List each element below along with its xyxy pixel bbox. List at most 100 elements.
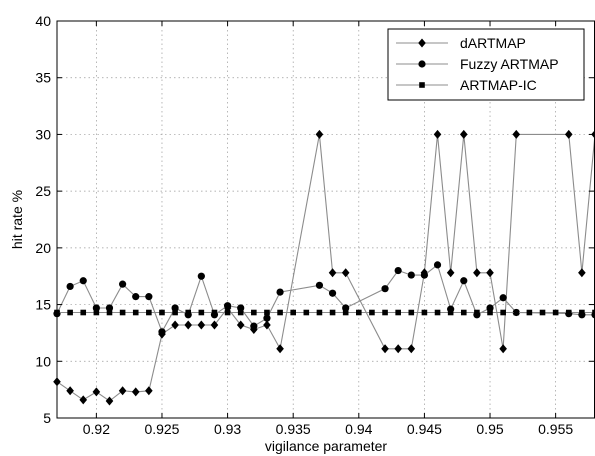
data-point-artmap-ic <box>342 309 349 316</box>
legend-label-fuzzy-artmap: Fuzzy ARTMAP <box>460 56 559 72</box>
data-point-artmap-ic <box>211 309 218 316</box>
x-tick-label: 0.935 <box>276 421 311 437</box>
data-point-dartmap <box>171 320 179 330</box>
data-point-fuzzy-artmap <box>394 266 402 275</box>
data-point-dartmap <box>328 268 337 278</box>
data-point-artmap-ic <box>487 309 493 316</box>
data-point-artmap-ic <box>329 309 336 316</box>
data-point-fuzzy-artmap <box>223 302 232 310</box>
legend: dARTMAP Fuzzy ARTMAP ARTMAP-IC <box>387 28 585 101</box>
data-point-artmap-ic <box>224 309 231 316</box>
data-point-artmap-ic <box>421 309 428 316</box>
data-point-dartmap <box>473 268 481 278</box>
data-point-dartmap <box>263 320 271 330</box>
data-point-artmap-ic <box>408 309 415 316</box>
data-point-artmap-ic <box>237 309 244 316</box>
data-point-artmap-ic <box>185 309 192 316</box>
data-point-artmap-ic <box>434 309 441 316</box>
data-point-artmap-ic <box>159 309 165 316</box>
legend-entry-artmap-ic: ARTMAP-IC <box>396 77 537 93</box>
data-point-artmap-ic <box>382 309 388 316</box>
data-point-dartmap <box>105 396 114 406</box>
data-point-artmap-ic <box>565 309 572 316</box>
data-point-fuzzy-artmap <box>420 271 429 279</box>
legend-marker-dartmap <box>418 38 426 48</box>
data-point-fuzzy-artmap <box>119 280 127 288</box>
x-tick-label: 0.94 <box>345 421 372 437</box>
data-point-artmap-ic <box>539 309 546 316</box>
legend-entry-fuzzy-artmap: Fuzzy ARTMAP <box>396 56 559 72</box>
data-point-artmap-ic <box>447 309 454 316</box>
data-point-artmap-ic <box>395 309 401 316</box>
data-point-artmap-ic <box>579 309 585 316</box>
data-point-dartmap <box>276 344 284 354</box>
data-point-fuzzy-artmap <box>145 293 153 301</box>
y-tick-label: 15 <box>35 297 51 313</box>
data-point-artmap-ic <box>106 309 113 316</box>
data-point-dartmap <box>79 395 88 405</box>
data-point-fuzzy-artmap <box>460 277 468 285</box>
data-point-artmap-ic <box>526 309 533 316</box>
data-point-dartmap <box>564 129 573 139</box>
y-tick-label: 5 <box>43 410 51 426</box>
x-tick-label: 0.92 <box>83 421 110 437</box>
data-point-artmap-ic <box>460 309 467 316</box>
data-point-dartmap <box>578 268 586 278</box>
data-point-artmap-ic <box>251 309 257 316</box>
data-point-dartmap <box>446 268 455 278</box>
y-tick-label: 30 <box>35 126 51 142</box>
series-artmap-ic <box>54 309 595 316</box>
data-point-artmap-ic <box>93 309 100 316</box>
data-point-fuzzy-artmap <box>499 294 507 302</box>
data-point-fuzzy-artmap <box>79 277 87 285</box>
legend-entry-dartmap: dARTMAP <box>396 35 526 51</box>
data-point-dartmap <box>394 344 402 354</box>
legend-marker-artmap-ic <box>419 82 425 88</box>
grid <box>57 21 595 418</box>
y-tick-label: 25 <box>35 183 51 199</box>
data-point-fuzzy-artmap <box>328 289 337 297</box>
data-point-dartmap <box>118 386 127 396</box>
data-point-artmap-ic <box>67 309 73 316</box>
data-point-dartmap <box>145 386 153 396</box>
data-point-fuzzy-artmap <box>197 272 205 280</box>
legend-marker-fuzzy-artmap <box>418 60 426 68</box>
data-point-artmap-ic <box>119 309 126 316</box>
data-point-dartmap <box>407 344 416 354</box>
data-point-fuzzy-artmap <box>276 288 284 296</box>
axis-ticks: 0.92 0.925 0.93 0.935 0.94 0.945 0.95 0.955 5 10 1… <box>35 13 594 437</box>
data-point-fuzzy-artmap <box>66 282 74 291</box>
data-point-dartmap <box>499 344 507 354</box>
data-point-dartmap <box>92 387 101 397</box>
x-tick-label: 0.925 <box>144 421 179 437</box>
data-point-dartmap <box>433 129 442 139</box>
data-point-dartmap <box>210 320 219 330</box>
data-point-artmap-ic <box>277 309 283 316</box>
data-point-dartmap <box>315 129 324 139</box>
data-point-dartmap <box>486 268 494 278</box>
data-point-artmap-ic <box>500 309 506 316</box>
legend-label-dartmap: dARTMAP <box>460 35 526 51</box>
y-tick-label: 20 <box>35 240 51 256</box>
data-point-artmap-ic <box>369 309 375 316</box>
x-axis-label: vigilance parameter <box>265 438 388 454</box>
data-point-dartmap <box>66 386 74 396</box>
data-point-fuzzy-artmap <box>407 271 415 279</box>
x-tick-label: 0.93 <box>214 421 241 437</box>
data-point-artmap-ic <box>592 309 595 316</box>
series-lines <box>53 129 595 406</box>
data-point-dartmap <box>341 268 350 278</box>
data-point-artmap-ic <box>80 309 87 316</box>
data-point-dartmap <box>512 129 521 139</box>
y-axis-label: hit rate % <box>9 190 25 249</box>
data-point-artmap-ic <box>264 309 270 316</box>
legend-label-artmap-ic: ARTMAP-IC <box>460 77 537 93</box>
data-point-dartmap <box>131 387 140 397</box>
data-point-dartmap <box>197 320 206 330</box>
x-tick-label: 0.955 <box>538 421 573 437</box>
data-point-fuzzy-artmap <box>132 293 140 301</box>
data-point-dartmap <box>236 320 245 330</box>
data-point-artmap-ic <box>172 309 178 316</box>
data-point-dartmap <box>459 129 468 139</box>
data-point-artmap-ic <box>290 309 296 316</box>
